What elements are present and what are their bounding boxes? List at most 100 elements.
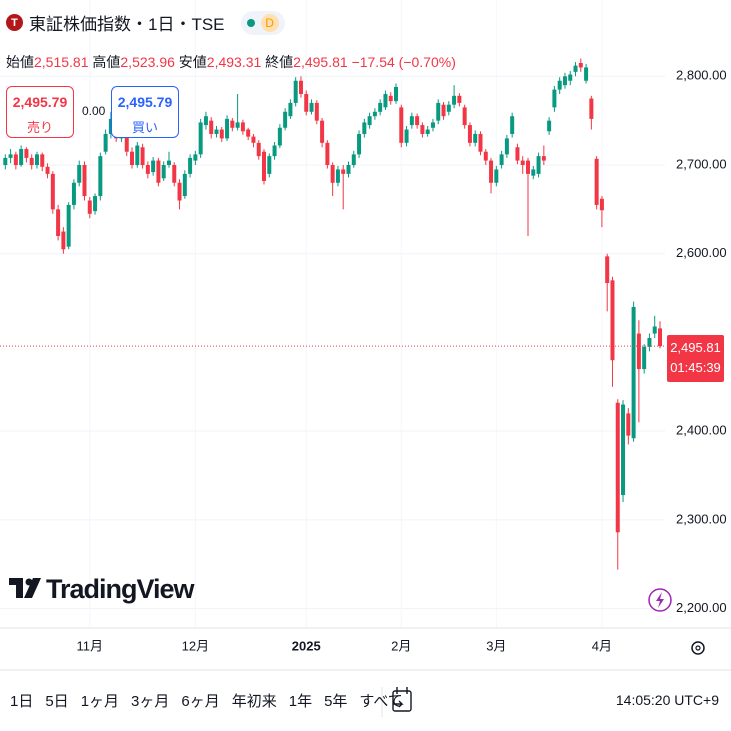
period-button[interactable]: 6ヶ月 <box>181 693 220 710</box>
candle-body <box>45 166 50 174</box>
candle-body <box>452 95 457 105</box>
candle-body <box>40 154 45 167</box>
candle-body <box>182 173 187 197</box>
candle-body <box>615 402 620 533</box>
candle-body <box>430 122 435 128</box>
ohlc-value: 2,515.81 <box>34 54 89 70</box>
candle-body <box>351 154 356 166</box>
candle-body <box>320 120 325 143</box>
period-button[interactable]: 1年 <box>288 693 313 710</box>
sell-button[interactable]: 2,495.79 売り <box>6 86 74 138</box>
candle-body <box>647 338 652 347</box>
settings-icon[interactable] <box>691 641 705 655</box>
plot: 2,200.00 2,300.00 2,400.00 2,600.00 2,700.00… <box>0 58 727 654</box>
candle-body <box>578 62 583 68</box>
candle-body <box>478 133 483 152</box>
candle-body <box>341 169 346 174</box>
candle-body <box>272 145 277 157</box>
candle-body <box>605 256 610 284</box>
ohlc-value: 2,495.81 <box>293 54 348 70</box>
candle-body <box>87 200 92 214</box>
market-status[interactable]: D <box>240 10 285 35</box>
candle-body <box>584 67 589 81</box>
period-button[interactable]: 年初来 <box>231 693 277 710</box>
y-tick-label: 2,200.00 <box>676 600 727 615</box>
candle-body <box>124 125 129 152</box>
candle-body <box>494 169 499 183</box>
status-dot <box>246 18 255 27</box>
candle-body <box>309 102 314 112</box>
candle-body <box>394 86 399 102</box>
last-price-label: 2,495.81 01:45:39 <box>667 335 724 382</box>
candle-body <box>209 120 214 134</box>
x-tick-label: 3月 <box>486 638 506 653</box>
candle-body <box>3 157 8 166</box>
symbol-icon: T <box>6 14 23 31</box>
candle-body <box>642 346 647 370</box>
candle-body <box>235 122 240 128</box>
y-tick-label: 2,600.00 <box>676 245 727 260</box>
candle-body <box>262 151 267 181</box>
replay-icon[interactable] <box>392 687 412 712</box>
period-button[interactable]: すべて <box>359 693 403 710</box>
candle-body <box>520 160 525 166</box>
candle-body <box>573 65 578 72</box>
candle-body <box>298 80 303 95</box>
candle-body <box>166 160 171 166</box>
change: −17.54 (−0.70%) <box>351 54 456 70</box>
candle-body <box>225 118 230 139</box>
candle-body <box>71 182 76 205</box>
candle-body <box>594 158 599 205</box>
candle-body <box>372 111 377 117</box>
candle-body <box>499 154 504 166</box>
y-tick-label: 2,300.00 <box>676 511 727 526</box>
candle-body <box>441 104 446 117</box>
candle-body <box>473 133 478 143</box>
candle-body <box>552 89 557 108</box>
spread: 0.00 <box>82 104 106 118</box>
symbol-header: T 東証株価指数・1日・TSE D <box>6 10 285 35</box>
candle-body <box>61 231 66 250</box>
logo-text[interactable]: TradingView <box>46 574 195 604</box>
candle-body <box>288 102 293 117</box>
candle-body <box>562 76 567 86</box>
candle-body <box>293 80 298 103</box>
candle-body <box>283 111 288 128</box>
period-button[interactable]: 5日 <box>45 693 69 710</box>
candle-body <box>652 326 657 334</box>
candle-body <box>140 147 145 166</box>
candle-body <box>56 209 61 236</box>
candle-body <box>29 157 34 166</box>
candle-body <box>214 129 219 134</box>
y-tick-label: 2,700.00 <box>676 156 727 171</box>
candle-body <box>589 98 594 119</box>
candle-body <box>526 160 531 174</box>
buy-label: 買い <box>131 120 158 135</box>
candle-body <box>631 306 636 439</box>
candle-body <box>446 104 451 112</box>
x-tick-label: 2025 <box>292 638 321 653</box>
period-button[interactable]: 5年 <box>324 693 348 710</box>
candle-body <box>378 102 383 112</box>
candle-body <box>251 136 256 143</box>
candle-body <box>658 328 662 347</box>
candle-body <box>483 151 488 161</box>
sell-label: 売り <box>26 120 53 135</box>
candle-body <box>267 156 272 174</box>
alert-icon[interactable] <box>648 588 672 612</box>
candle-body <box>636 333 641 370</box>
candle-body <box>177 182 182 201</box>
x-tick-label: 4月 <box>592 638 612 653</box>
symbol-title[interactable]: 東証株価指数・1日・TSE <box>29 15 225 34</box>
candle-body <box>172 165 177 183</box>
period-button[interactable]: 1日 <box>10 693 34 710</box>
candle-body <box>13 154 18 166</box>
period-button[interactable]: 1ヶ月 <box>80 693 120 710</box>
period-button[interactable]: 3ヶ月 <box>131 693 170 710</box>
buy-price: 2,495.79 <box>117 94 173 110</box>
candle-body <box>335 169 340 183</box>
buy-button[interactable]: 2,495.79 買い <box>111 86 179 138</box>
candle-body <box>415 116 420 126</box>
sell-price: 2,495.79 <box>12 94 68 110</box>
candle-body <box>66 204 71 247</box>
